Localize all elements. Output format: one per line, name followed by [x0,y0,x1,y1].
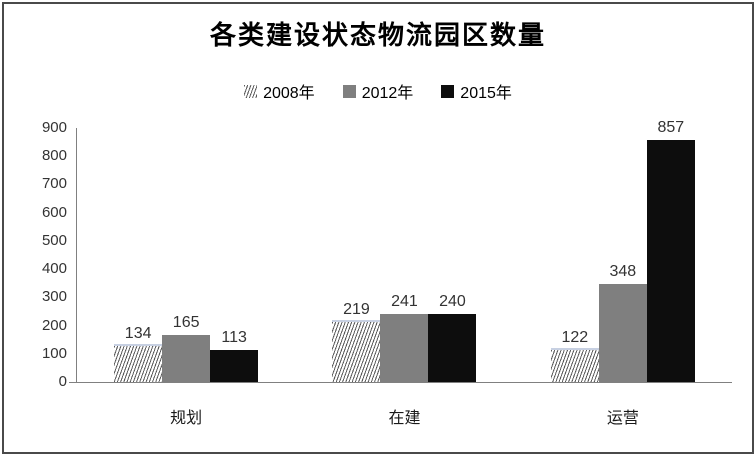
value-label: 134 [124,325,152,342]
bar-2015年-运营: 857 [646,119,695,382]
value-label: 122 [561,329,589,346]
origin-tick [69,382,77,383]
legend-label: 2015年 [460,85,512,102]
y-tick-label: 800 [41,147,67,165]
x-axis-label-规划: 规划 [170,410,203,427]
bar-group-在建: 219 241 240 [295,128,513,382]
bar-2012年-运营: 348 [598,263,647,382]
legend-swatch-icon [342,84,356,98]
value-label: 113 [221,329,247,346]
legend-item-2008年: 2008年 [244,79,315,103]
value-label: 241 [391,293,418,310]
bar-group-规划: 134 165 113 [77,128,295,382]
legend-item-2012年: 2012年 [342,79,414,103]
value-label: 857 [657,119,685,136]
chart-title: 各类建设状态物流园区数量 [209,21,546,51]
legend-swatch-icon [244,84,258,98]
y-tick-label: 900 [41,119,67,136]
legend-label: 2008年 [263,85,315,102]
value-label: 240 [439,293,466,310]
y-tick-label: 0 [58,373,67,390]
y-tick-label: 100 [41,344,67,362]
y-tick-label: 600 [41,203,67,221]
legend-swatch-icon [441,84,455,98]
bar-2008年-在建: 219 [332,301,381,382]
bar-2012年-规划: 165 [162,314,211,382]
bar-2008年-规划: 134 [114,325,163,382]
x-axis-label-在建: 在建 [388,410,421,427]
y-tick-label: 300 [41,288,67,306]
bar-2008年-运营: 122 [550,329,599,382]
bar-2012年-在建: 241 [380,293,429,382]
plot-area: 0 100 200 300 400 500 600 700 800 900 134 165 113 规划 2… [42,119,732,427]
legend: 2008年 2012年 2015年 [4,79,752,103]
y-tick-label: 400 [41,260,67,278]
value-label: 165 [172,314,200,331]
value-label: 219 [343,301,370,318]
y-tick-label: 200 [41,316,67,334]
bar-2015年-在建: 240 [428,293,477,382]
y-tick-label: 500 [41,231,67,249]
bar-group-运营: 122 348 857 [514,119,732,382]
y-tick-label: 700 [41,175,67,193]
legend-item-2015年: 2015年 [441,79,512,103]
x-axis-label-运营: 运营 [606,410,639,427]
bar-2015年-规划: 113 [210,329,259,382]
value-label: 348 [609,263,637,280]
legend-label: 2012年 [361,85,414,102]
